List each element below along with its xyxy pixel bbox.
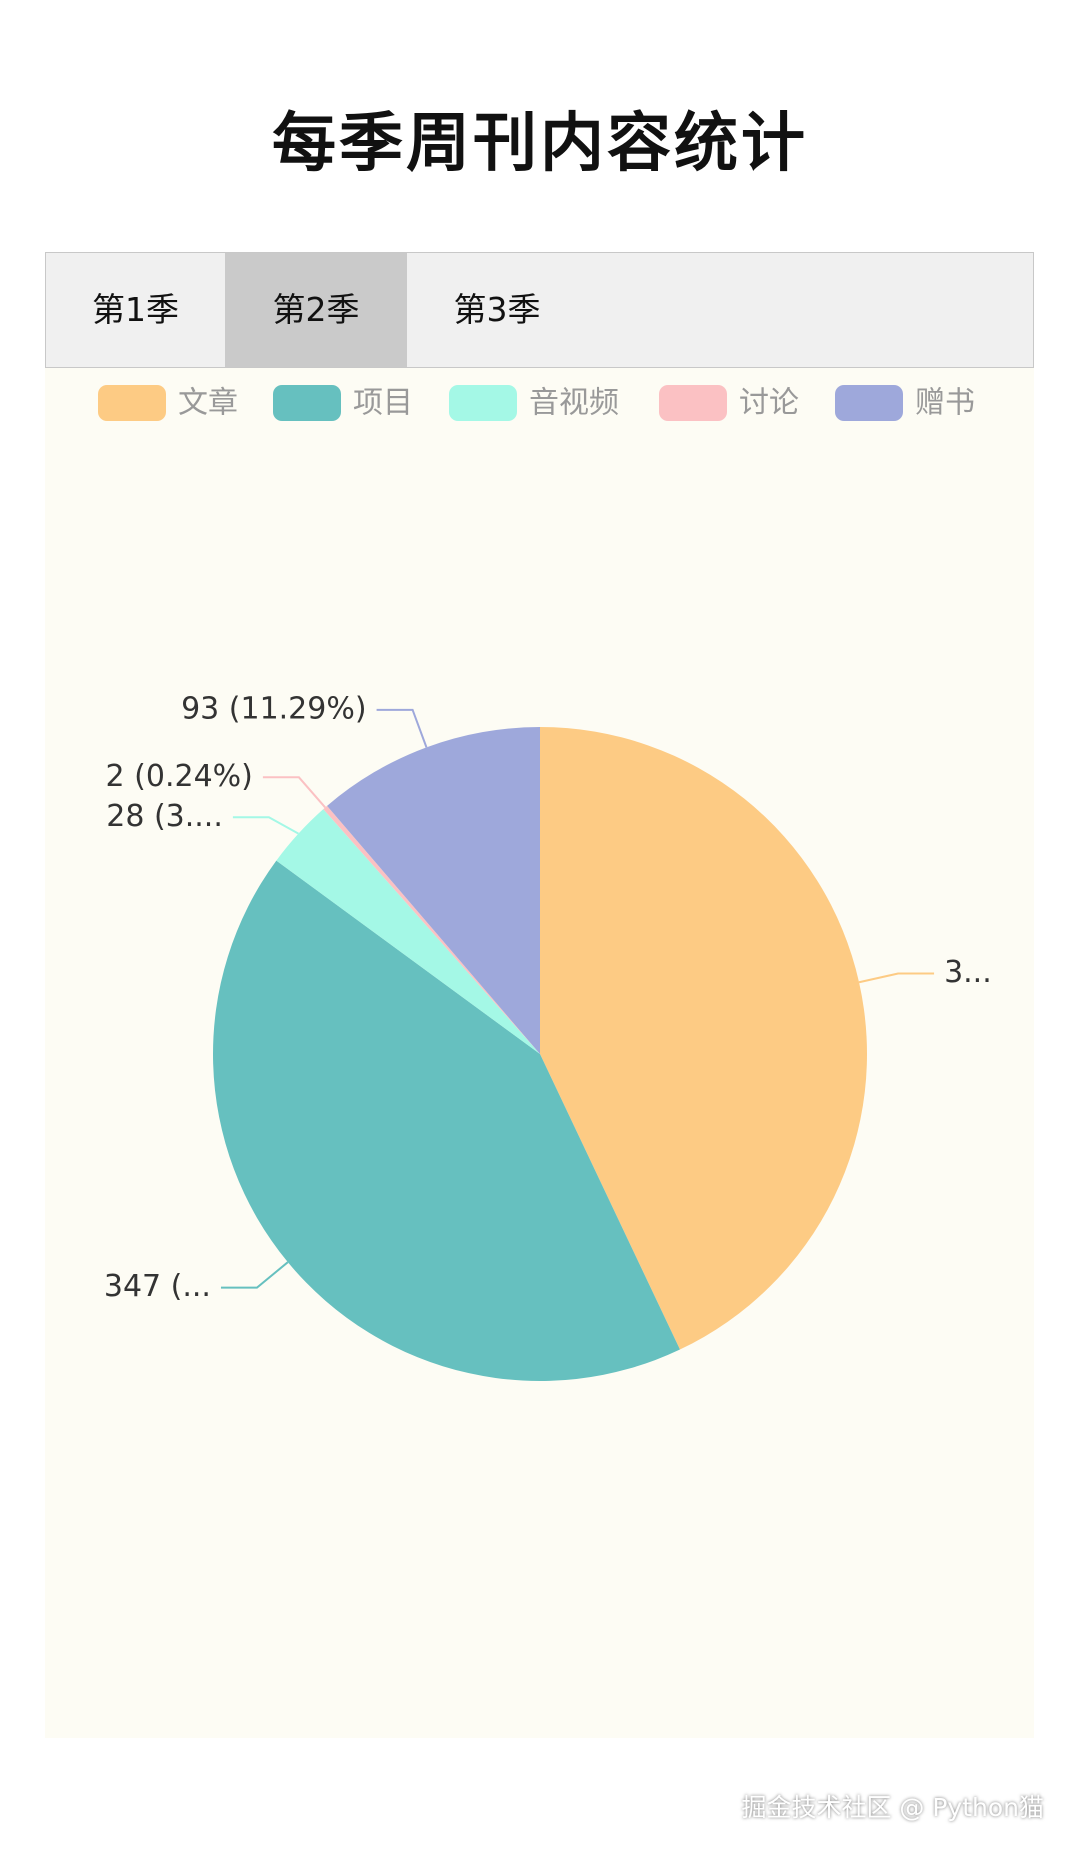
data-label: 28 (3.... [106,799,223,834]
legend-label[interactable]: 音视频 [529,386,619,421]
legend-label[interactable]: 讨论 [739,386,799,421]
tab[interactable]: 第1季 [92,290,179,329]
pie-slice [323,805,540,1054]
data-label: 93 (11.29%) [181,691,367,726]
legend-label[interactable]: 文章 [178,386,238,421]
leader-line [262,776,326,809]
legend-swatch[interactable] [98,385,166,421]
pie-slice [276,809,540,1054]
legend-swatch[interactable] [449,385,517,421]
leader-line [220,1261,289,1289]
tab[interactable]: 第3季 [453,290,541,329]
legend-label[interactable]: 项目 [353,386,413,421]
legend-label[interactable]: 赠书 [915,386,975,421]
data-label: 2 (0.24%) [106,759,253,794]
legend-swatch[interactable] [273,385,341,421]
leader-line [376,708,428,748]
leader-line [858,972,935,984]
tab-bar: 第1季 第2季 第3季 [45,252,1034,368]
tab[interactable]: 第2季 [225,253,407,367]
page-title: 每季周刊内容统计 [272,107,808,181]
pie-slice [213,860,680,1381]
pie-slice [327,727,540,1054]
watermark: 掘金技术社区 @ Python猫 [741,1793,1044,1822]
legend-swatch[interactable] [835,385,903,421]
data-label: 3... [944,955,992,990]
data-label: 347 (... [104,1269,211,1304]
pie-slice [540,727,868,1350]
leader-line [232,816,299,835]
legend-swatch[interactable] [659,385,727,421]
